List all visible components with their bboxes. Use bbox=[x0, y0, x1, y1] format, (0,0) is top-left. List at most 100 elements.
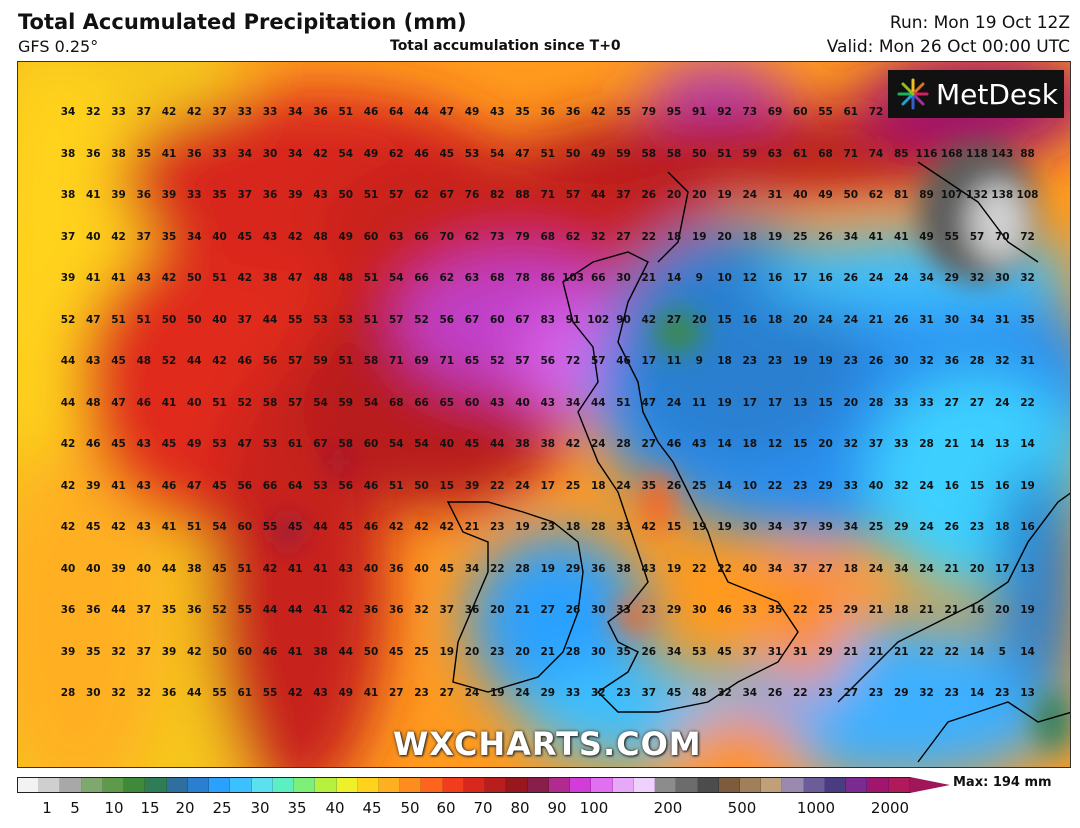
grid-value: 23 bbox=[944, 687, 960, 699]
grid-value: 60 bbox=[363, 230, 379, 243]
grid-value: 40 bbox=[868, 479, 884, 492]
grid-value: 95 bbox=[666, 106, 682, 118]
colorbar-tick-label: 1 bbox=[42, 799, 52, 817]
grid-value: 26 bbox=[641, 189, 657, 201]
grid-value: 36 bbox=[136, 189, 152, 201]
grid-value: 138 bbox=[991, 189, 1014, 201]
grid-value: 47 bbox=[439, 106, 455, 118]
grid-value: 18 bbox=[893, 604, 909, 616]
grid-value: 46 bbox=[262, 645, 278, 658]
valid-label: Valid: Mon 26 Oct 00:00 UTC bbox=[826, 37, 1070, 57]
grid-value: 31 bbox=[767, 645, 783, 658]
grid-value: 26 bbox=[868, 355, 884, 367]
colorbar-segment bbox=[888, 778, 910, 792]
colorbar-tick-label: 20 bbox=[175, 799, 195, 817]
grid-value: 51 bbox=[616, 396, 631, 409]
grid-value: 32 bbox=[893, 479, 909, 492]
grid-value: 42 bbox=[287, 230, 303, 243]
grid-value: 54 bbox=[388, 438, 404, 450]
grid-value: 34 bbox=[60, 106, 76, 118]
grid-value: 28 bbox=[60, 687, 76, 699]
grid-value: 62 bbox=[414, 189, 429, 201]
colorbar-tick-label: 70 bbox=[473, 799, 493, 817]
grid-value: 21 bbox=[893, 645, 909, 658]
grid-value: 37 bbox=[792, 562, 808, 575]
grid-value: 14 bbox=[717, 479, 732, 492]
grid-value: 43 bbox=[136, 479, 152, 492]
grid-value: 57 bbox=[388, 313, 404, 326]
grid-value: 38 bbox=[60, 147, 76, 160]
grid-value: 19 bbox=[818, 355, 833, 367]
grid-value: 107 bbox=[940, 189, 963, 201]
grid-value: 40 bbox=[60, 562, 76, 575]
grid-value: 52 bbox=[212, 604, 227, 616]
grid-value: 35 bbox=[641, 479, 657, 492]
grid-value: 26 bbox=[767, 687, 783, 699]
grid-value: 86 bbox=[540, 272, 556, 284]
grid-value: 20 bbox=[691, 313, 707, 326]
grid-value: 44 bbox=[262, 313, 278, 326]
grid-value: 24 bbox=[818, 313, 833, 326]
grid-value: 39 bbox=[111, 189, 126, 201]
grid-value: 44 bbox=[489, 438, 505, 450]
grid-value: 43 bbox=[489, 396, 505, 409]
grid-value: 44 bbox=[338, 645, 354, 658]
grid-value: 34 bbox=[893, 562, 909, 575]
colorbar-segment bbox=[421, 778, 443, 792]
grid-value: 64 bbox=[287, 479, 303, 492]
grid-value: 59 bbox=[742, 147, 758, 160]
grid-value: 16 bbox=[818, 272, 833, 284]
grid-value: 18 bbox=[717, 355, 732, 367]
colorbar-segment bbox=[803, 778, 825, 792]
grid-value: 19 bbox=[515, 521, 530, 533]
grid-value: 24 bbox=[843, 313, 859, 326]
grid-value: 36 bbox=[262, 189, 278, 201]
grid-value: 51 bbox=[363, 313, 379, 326]
grid-value: 18 bbox=[666, 230, 682, 243]
colorbar-segment bbox=[570, 778, 592, 792]
grid-value: 47 bbox=[85, 313, 101, 326]
grid-value: 18 bbox=[565, 521, 581, 533]
colorbar-tick-label: 35 bbox=[287, 799, 307, 817]
grid-value: 49 bbox=[818, 189, 833, 201]
grid-value: 58 bbox=[641, 147, 657, 160]
grid-value: 62 bbox=[388, 147, 404, 160]
grid-value: 39 bbox=[161, 645, 177, 658]
colorbar-tick-label: 10 bbox=[104, 799, 124, 817]
grid-value: 38 bbox=[186, 562, 202, 575]
grid-value: 35 bbox=[767, 604, 783, 616]
grid-value: 61 bbox=[287, 438, 303, 450]
grid-value: 25 bbox=[414, 645, 429, 658]
grid-value: 40 bbox=[414, 562, 429, 575]
grid-value: 63 bbox=[388, 230, 404, 243]
grid-value: 43 bbox=[338, 562, 354, 575]
grid-value: 61 bbox=[237, 687, 253, 699]
grid-value: 32 bbox=[85, 106, 101, 118]
grid-value: 40 bbox=[515, 396, 530, 409]
grid-value: 34 bbox=[565, 396, 581, 409]
run-label: Run: Mon 19 Oct 12Z bbox=[889, 13, 1070, 33]
grid-value: 57 bbox=[969, 230, 985, 243]
grid-value: 46 bbox=[363, 106, 379, 118]
grid-value: 30 bbox=[590, 604, 606, 616]
grid-value: 15 bbox=[792, 438, 808, 450]
grid-value: 49 bbox=[464, 106, 480, 118]
grid-value: 23 bbox=[540, 521, 556, 533]
grid-value: 38 bbox=[515, 438, 530, 450]
grid-value: 41 bbox=[85, 189, 101, 201]
grid-value: 22 bbox=[792, 604, 808, 616]
grid-value: 34 bbox=[843, 230, 859, 243]
grid-value: 19 bbox=[1020, 479, 1035, 492]
grid-value: 29 bbox=[565, 562, 581, 575]
grid-value: 43 bbox=[540, 396, 556, 409]
grid-value: 29 bbox=[540, 687, 556, 699]
grid-value: 48 bbox=[136, 355, 152, 367]
grid-value: 32 bbox=[1020, 272, 1035, 284]
grid-value: 32 bbox=[136, 687, 152, 699]
colorbar-tick-label: 1000 bbox=[796, 799, 836, 817]
grid-value: 54 bbox=[363, 396, 379, 409]
grid-value: 38 bbox=[111, 147, 126, 160]
grid-value: 46 bbox=[363, 521, 379, 533]
grid-value: 32 bbox=[969, 272, 985, 284]
grid-value: 9 bbox=[695, 355, 703, 367]
